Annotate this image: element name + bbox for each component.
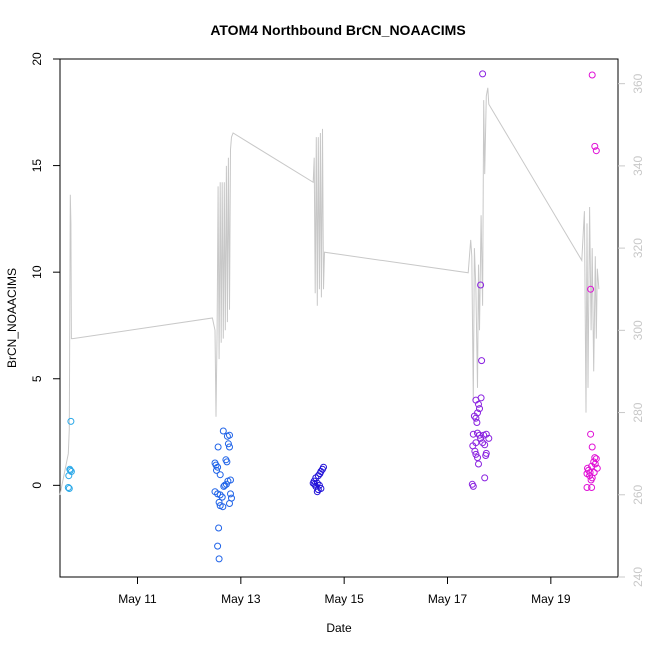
data-point [474,429,481,437]
points-layer [64,70,601,563]
data-point [315,481,323,489]
data-point [221,481,229,489]
right-y-tick-label: 260 [631,484,645,504]
data-point [213,466,220,474]
right-y-tick-label: 320 [631,238,645,258]
data-point [223,432,231,440]
right-y-tick-label: 240 [631,567,645,587]
data-point [214,542,222,550]
data-point [475,400,482,408]
data-point [227,476,234,484]
data-point [216,491,224,499]
data-point [67,417,75,425]
y-axis-label: BrCN_NOAACIMS [5,268,19,368]
data-point [591,460,599,468]
data-point [588,484,596,491]
data-point [223,458,231,466]
data-point [477,281,485,289]
data-point [227,490,234,498]
secondary-line-layer [59,87,600,495]
data-point [214,463,222,471]
data-point [482,452,490,459]
y-tick-label: 10 [30,265,44,279]
left-y-axis: 0 5 10 15 20 [30,52,60,489]
right-y-tick-label: 340 [631,156,645,176]
x-axis-label: Date [326,621,352,635]
y-tick-label: 20 [30,52,44,66]
data-point [66,466,74,474]
x-tick-label: May 19 [531,592,571,606]
data-point [469,430,477,438]
data-point [587,476,595,484]
data-point [474,454,481,462]
y-tick-label: 0 [30,482,44,489]
data-point [218,493,226,501]
data-point [214,443,222,451]
y-tick-label: 15 [30,159,44,173]
chart-title: ATOM4 Northbound BrCN_NOAACIMS [210,22,465,38]
right-y-tick-label: 280 [631,402,645,422]
data-point [587,430,595,438]
x-axis: May 11 May 13 May 15 May 17 May 19 [118,577,571,606]
data-point [472,414,480,422]
data-point [473,419,481,426]
data-point [471,447,479,455]
data-point [313,488,321,496]
data-point [65,485,73,492]
data-point [591,142,599,150]
secondary-line [59,87,600,495]
data-point [592,147,600,155]
data-point [226,443,233,451]
data-point [481,474,489,482]
data-point [224,440,232,448]
x-tick-label: May 15 [324,592,364,606]
data-point [220,482,228,490]
data-point [219,427,227,435]
data-point [588,443,596,451]
right-y-axis: 240 260 280 300 320 340 360 [618,73,645,587]
data-point [476,405,483,413]
x-tick-label: May 13 [221,592,261,606]
x-tick-label: May 11 [118,592,157,606]
data-point [226,500,233,507]
right-y-tick-label: 360 [631,73,645,93]
data-point [590,469,598,476]
data-point [64,484,72,491]
data-point [583,484,591,491]
data-point [316,470,324,478]
data-point [470,412,478,420]
data-point [476,431,483,439]
data-point [212,461,220,469]
x-tick-label: May 17 [428,592,468,606]
data-point [216,471,224,479]
data-point [215,524,223,532]
data-point [311,480,319,488]
data-point [587,285,595,293]
plot-area-border [59,58,619,578]
data-point [477,434,485,442]
data-point [215,498,223,506]
data-point [479,70,487,78]
data-point [219,503,227,511]
right-y-tick-label: 300 [631,320,645,340]
data-point [588,71,596,79]
data-point [590,458,598,466]
data-point [479,439,487,447]
data-point [485,434,493,442]
data-point [475,460,482,468]
data-point [481,441,489,449]
data-point [478,357,486,365]
data-point [469,482,477,490]
data-point [215,555,223,563]
y-tick-label: 5 [30,375,44,382]
